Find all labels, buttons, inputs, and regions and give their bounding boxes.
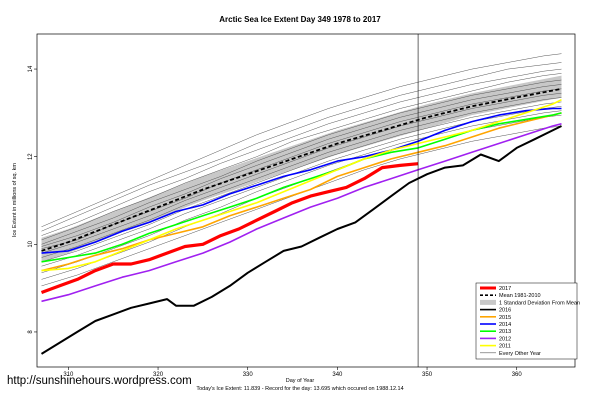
subcaption: Today's Ice Extent: 11.839 - Record for … <box>196 386 403 392</box>
legend-label: 2016 <box>499 308 511 314</box>
legend-label: 2012 <box>499 336 511 342</box>
background-year-line <box>41 106 562 267</box>
series-layer <box>40 98 562 355</box>
x-tick-label: 310 <box>63 372 74 378</box>
background-year-line <box>41 84 562 247</box>
series-line-2015 <box>41 112 562 272</box>
x-axis: 310 320 330 340 350 360 <box>63 367 522 378</box>
x-tick-label: 340 <box>332 372 343 378</box>
background-year-line <box>41 73 562 241</box>
mean-layer <box>41 87 562 252</box>
legend-swatch <box>480 299 496 305</box>
series-line-2013 <box>41 112 562 263</box>
legend-label: 2014 <box>499 322 511 328</box>
background-year-line <box>41 88 562 249</box>
background-year-line <box>41 92 562 254</box>
y-axis-label: Ice Extent in millions of sq. km <box>12 163 18 237</box>
series-line-2011 <box>41 98 562 272</box>
legend-label: 2013 <box>499 329 511 335</box>
background-year-line <box>41 79 562 245</box>
series-line-2014 <box>41 107 562 254</box>
y-tick-label: 12 <box>28 153 34 160</box>
series-line-2017 <box>40 162 419 295</box>
background-year-line <box>41 68 562 236</box>
y-axis: 8 10 12 14 <box>28 65 37 334</box>
plot-frame <box>36 33 576 368</box>
legend-label: 2015 <box>499 315 511 321</box>
y-tick-label: 8 <box>28 330 34 334</box>
background-year-line <box>41 110 562 274</box>
background-year-line <box>41 62 562 232</box>
background-year-line <box>41 97 562 258</box>
legend-label: 1 Standard Deviation From Mean <box>499 300 580 306</box>
background-year-line <box>41 114 562 280</box>
legend-label: 2017 <box>499 286 511 292</box>
chart-title: Arctic Sea Ice Extent Day 349 1978 to 20… <box>219 15 381 24</box>
legend-label: 2011 <box>499 344 511 350</box>
background-year-line <box>41 53 562 228</box>
x-tick-label: 350 <box>422 372 433 378</box>
y-tick-label: 10 <box>28 240 34 247</box>
legend-label: Mean 1981-2010 <box>499 293 541 299</box>
y-tick-label: 14 <box>28 65 34 72</box>
std-band-layer <box>41 75 562 262</box>
x-tick-label: 330 <box>243 372 254 378</box>
x-tick-label: 320 <box>153 372 164 378</box>
series-line-2012 <box>41 123 562 303</box>
legend-label: Every Other Year <box>499 351 541 357</box>
mean-1981-2010-line <box>41 87 562 252</box>
background-year-line <box>41 101 562 263</box>
watermark-url: http://sunshinehours.wordpress.com <box>7 375 192 387</box>
std-deviation-band <box>41 75 562 262</box>
series-line-2016 <box>40 125 562 355</box>
x-tick-label: 360 <box>512 372 523 378</box>
x-axis-label: Day of Year <box>286 378 315 384</box>
background-years-layer <box>41 53 562 287</box>
